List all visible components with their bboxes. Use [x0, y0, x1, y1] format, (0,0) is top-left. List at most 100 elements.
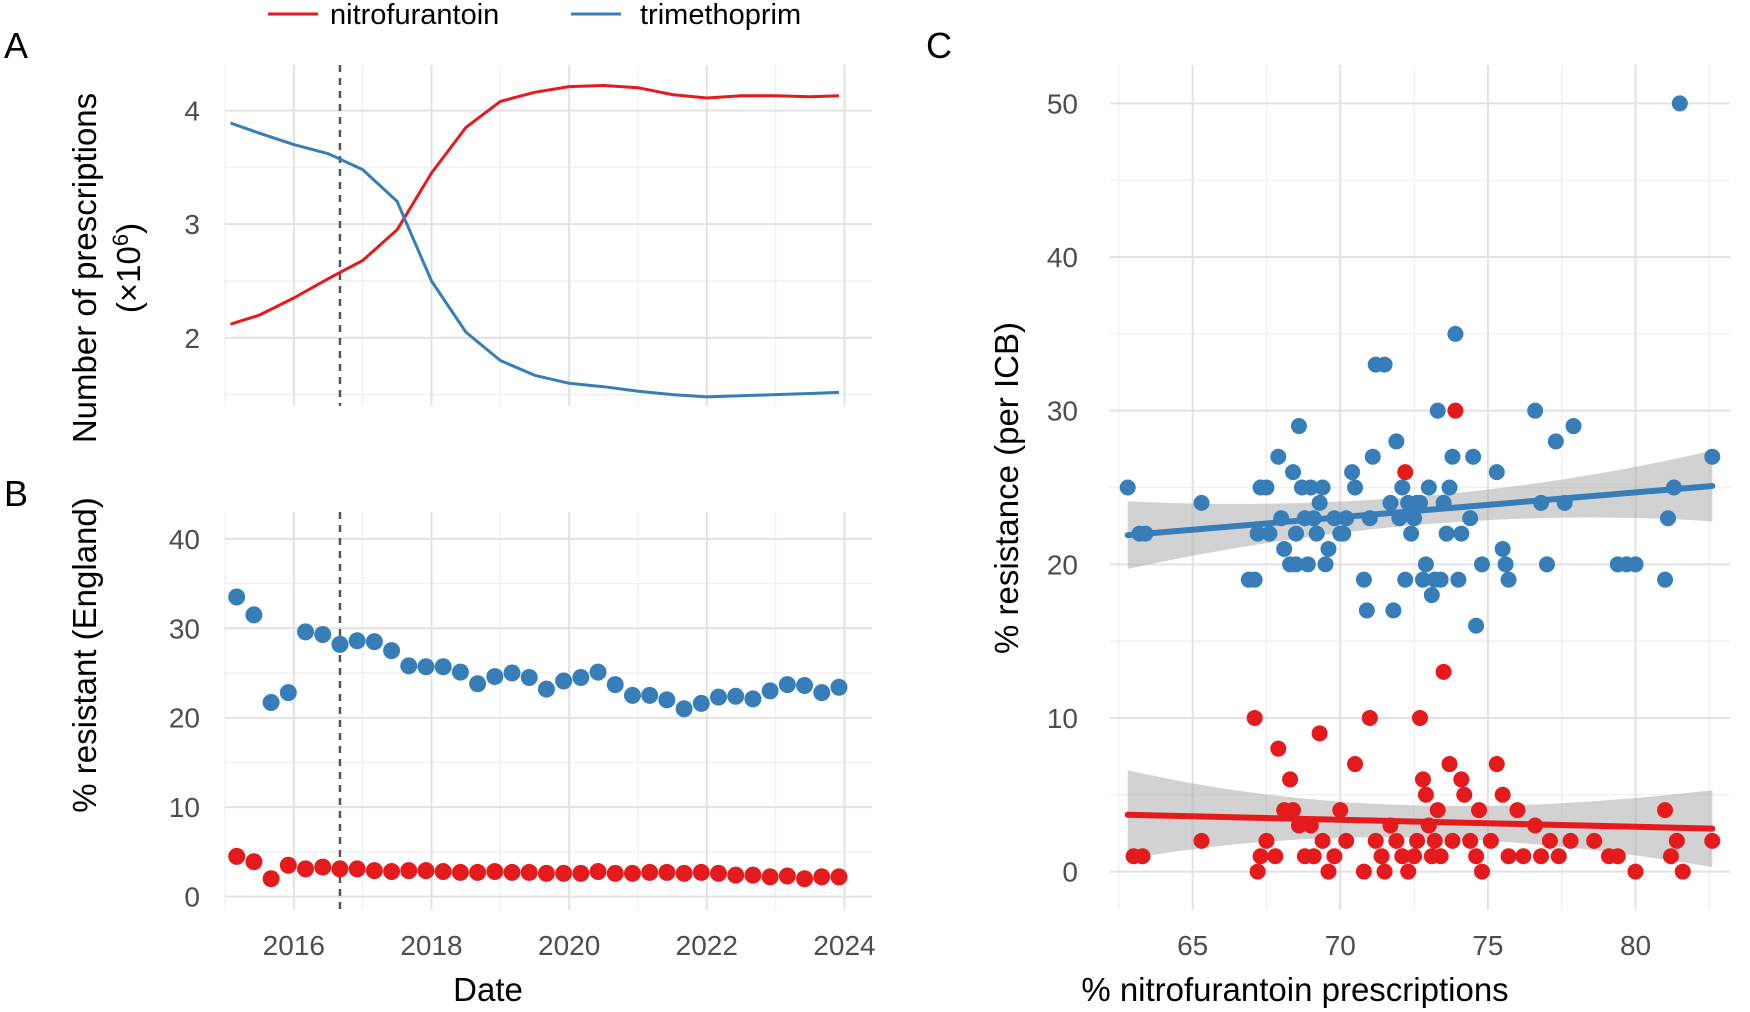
- panel-a-y-tick-label: 4: [184, 95, 200, 126]
- panel-a-grid: [224, 65, 872, 406]
- panel-b-grid: [224, 512, 872, 910]
- panel-c-point-trimethoprim: [1474, 556, 1490, 573]
- panel-b-point-trimethoprim: [572, 668, 590, 686]
- panel-a-y-title-line1: Number of prescriptions: [66, 93, 103, 443]
- panel-c-point-trimethoprim: [1385, 602, 1402, 619]
- panel-c-point-trimethoprim: [1494, 540, 1511, 557]
- panel-c-point-nitrofurantoin: [1388, 832, 1405, 849]
- panel-a-y-axis-title: Number of prescriptions: [66, 93, 103, 443]
- panel-c-point-trimethoprim: [1355, 571, 1372, 588]
- panel-b-y-tick-label: 10: [169, 792, 200, 823]
- panel-c-point-nitrofurantoin: [1367, 832, 1384, 849]
- panel-c-point-nitrofurantoin: [1456, 786, 1473, 803]
- legend: nitrofurantoin trimethoprim: [268, 0, 801, 31]
- panel-b-point-nitrofurantoin: [761, 868, 779, 886]
- panel-c-point-nitrofurantoin: [1468, 848, 1485, 865]
- panel-c-point-trimethoprim: [1429, 402, 1446, 419]
- panel-c-point-trimethoprim: [1308, 525, 1325, 542]
- panel-c-point-nitrofurantoin: [1441, 756, 1458, 773]
- panel-b-point-trimethoprim: [658, 691, 676, 709]
- panel-c-point-nitrofurantoin: [1657, 802, 1674, 819]
- panel-b-point-trimethoprim: [383, 642, 401, 660]
- panel-b-point-trimethoprim: [434, 658, 452, 676]
- panel-c-x-ticks: 65 70 75 80: [1177, 930, 1651, 961]
- panel-c-point-trimethoprim: [1335, 525, 1352, 542]
- panel-c-point-nitrofurantoin: [1435, 663, 1452, 680]
- panel-c-point-nitrofurantoin: [1134, 848, 1151, 865]
- panel-c-point-nitrofurantoin: [1550, 848, 1567, 865]
- panel-c-point-nitrofurantoin: [1429, 802, 1446, 819]
- panel-c-point-nitrofurantoin: [1474, 863, 1490, 880]
- panel-c-point-nitrofurantoin: [1515, 848, 1532, 865]
- panel-c-point-trimethoprim: [1468, 617, 1485, 634]
- panel-c-point-nitrofurantoin: [1704, 832, 1721, 849]
- panel-b-point-nitrofurantoin: [744, 866, 762, 884]
- panel-b-y-tick-label: 40: [169, 524, 200, 555]
- panel-c-point-nitrofurantoin: [1668, 832, 1685, 849]
- panel-b-point-nitrofurantoin: [641, 863, 659, 881]
- panel-b-point-nitrofurantoin: [365, 862, 383, 880]
- panel-c-point-nitrofurantoin: [1311, 725, 1328, 742]
- panel-c-point-nitrofurantoin: [1412, 709, 1428, 726]
- panel-c-point-trimethoprim: [1358, 602, 1375, 619]
- panel-label-c: C: [926, 25, 952, 66]
- panel-b-x-tick-label: 2024: [813, 930, 875, 961]
- panel-b-x-axis-title: Date: [453, 971, 523, 1008]
- panel-c-point-nitrofurantoin: [1627, 863, 1644, 880]
- panel-c-point-trimethoprim: [1276, 540, 1293, 557]
- panel-c-point-nitrofurantoin: [1314, 832, 1331, 849]
- panel-b-point-trimethoprim: [417, 658, 435, 676]
- panel-label-a: A: [4, 25, 28, 66]
- panel-b-point-trimethoprim: [675, 700, 693, 718]
- panel-b-point-trimethoprim: [589, 663, 607, 681]
- panel-c-point-nitrofurantoin: [1609, 848, 1626, 865]
- panel-c-point-trimethoprim: [1423, 587, 1440, 604]
- panel-b-point-trimethoprim: [778, 676, 796, 694]
- panel-c-point-trimethoprim: [1565, 418, 1582, 435]
- panel-c-point-nitrofurantoin: [1400, 863, 1417, 880]
- panel-c-point-trimethoprim: [1302, 479, 1319, 496]
- panel-b-point-nitrofurantoin: [555, 864, 573, 882]
- panel-c-point-trimethoprim: [1246, 571, 1263, 588]
- panel-b-point-trimethoprim: [623, 686, 641, 704]
- panel-c-x-tick-label: 65: [1177, 930, 1208, 961]
- panel-c-point-trimethoprim: [1420, 479, 1437, 496]
- panel-a-y-unit-text: (×10: [110, 246, 147, 313]
- panel-a-y-tick-label: 3: [184, 209, 200, 240]
- panel-c-point-trimethoprim: [1450, 571, 1467, 588]
- panel-b-point-nitrofurantoin: [297, 860, 315, 878]
- panel-b-point-nitrofurantoin: [434, 863, 452, 881]
- panel-c-point-nitrofurantoin: [1326, 848, 1343, 865]
- panel-a-trimethoprim-line: [230, 121, 840, 399]
- panel-c-point-nitrofurantoin: [1453, 771, 1470, 788]
- panel-c-point-trimethoprim: [1657, 571, 1674, 588]
- panel-c-point-trimethoprim: [1412, 494, 1428, 511]
- panel-c-point-trimethoprim: [1527, 402, 1544, 419]
- panel-c-y-tick-label: 50: [1047, 88, 1078, 119]
- panel-b-point-nitrofurantoin: [589, 863, 607, 881]
- panel-c-y-tick-label: 20: [1047, 549, 1078, 580]
- panel-c-point-nitrofurantoin: [1347, 756, 1364, 773]
- panel-c-point-nitrofurantoin: [1482, 832, 1499, 849]
- panel-c-point-trimethoprim: [1258, 479, 1275, 496]
- panel-b-point-nitrofurantoin: [796, 870, 814, 888]
- panel-c-fit-line-trimethoprim: [1124, 482, 1716, 539]
- panel-c-point-trimethoprim: [1347, 479, 1364, 496]
- panel-b-point-trimethoprim: [245, 606, 263, 624]
- panel-b-point-trimethoprim: [727, 687, 745, 705]
- panel-b-point-nitrofurantoin: [486, 863, 504, 881]
- panel-c-point-nitrofurantoin: [1246, 709, 1263, 726]
- panel-b-point-trimethoprim: [813, 684, 831, 702]
- panel-c-point-nitrofurantoin: [1355, 863, 1372, 880]
- panel-b-point-nitrofurantoin: [400, 862, 418, 880]
- panel-b-point-nitrofurantoin: [675, 864, 693, 882]
- panel-c-point-nitrofurantoin: [1258, 832, 1275, 849]
- panel-b-point-nitrofurantoin: [331, 860, 349, 878]
- panel-c-y-axis-title: % resistance (per ICB): [988, 322, 1025, 654]
- panel-c-point-trimethoprim: [1388, 433, 1405, 450]
- panel-c-point-nitrofurantoin: [1267, 848, 1284, 865]
- panel-c-point-trimethoprim: [1311, 494, 1328, 511]
- panel-c-y-tick-label: 40: [1047, 242, 1078, 273]
- panel-b-point-nitrofurantoin: [451, 863, 469, 881]
- panel-b-y-tick-label: 0: [184, 882, 200, 913]
